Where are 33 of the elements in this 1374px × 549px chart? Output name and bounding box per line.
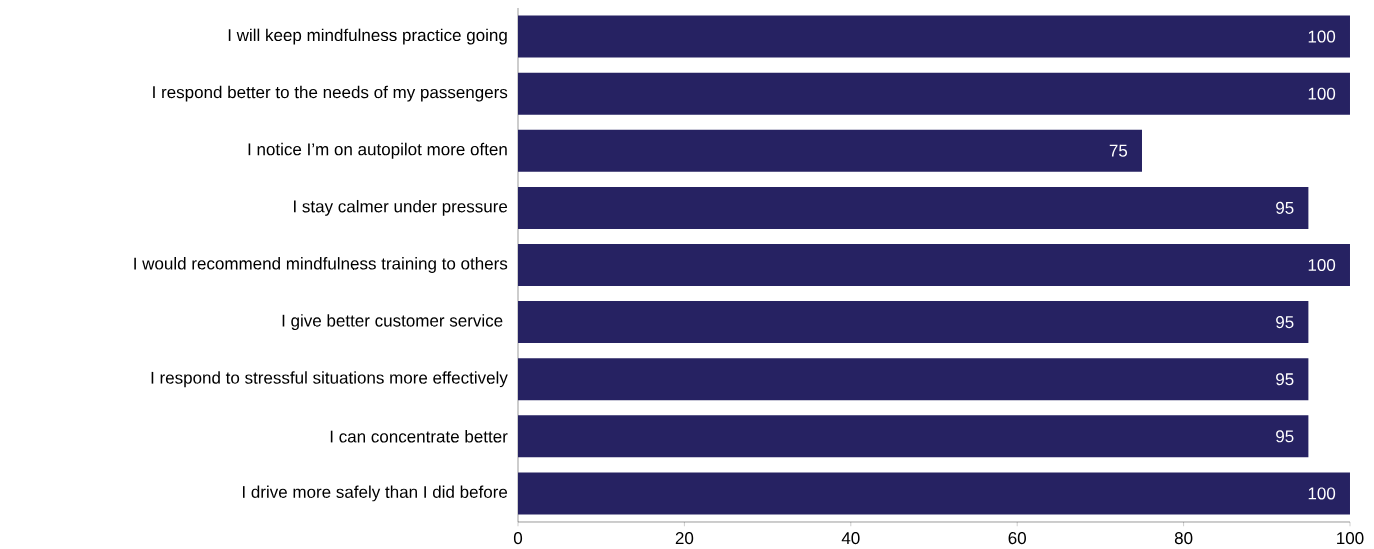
- data-label: 95: [1276, 373, 1294, 386]
- bar: [518, 301, 1309, 344]
- data-label: 100: [1308, 487, 1336, 500]
- x-tick-label: 20: [675, 532, 694, 545]
- data-label: 100: [1308, 258, 1336, 272]
- y-tick-label: I will keep mindfulness practice going: [228, 28, 507, 45]
- data-label: 100: [1308, 30, 1336, 43]
- bar: [518, 129, 1142, 172]
- data-label: 75: [1109, 144, 1128, 157]
- y-tick-label: I respond better to the needs of my passengers: [153, 85, 508, 102]
- x-tick-label: 80: [1174, 532, 1193, 545]
- y-tick-label: I drive more safely than I did before: [242, 485, 508, 502]
- x-tick-label: 0: [513, 532, 523, 545]
- data-label: 95: [1276, 430, 1294, 443]
- x-tick-label: 40: [841, 532, 860, 545]
- y-tick-label: I give better customer service: [282, 314, 503, 331]
- x-tick-label: 100: [1337, 532, 1364, 545]
- bar: [518, 72, 1350, 115]
- bar: [518, 186, 1309, 229]
- data-label: 95: [1276, 316, 1294, 329]
- bar: [518, 243, 1350, 286]
- y-tick-label: I respond to stressful situations more effectively: [151, 371, 508, 388]
- y-tick-label: I stay calmer under pressure: [294, 199, 508, 216]
- x-tick-label: 60: [1008, 532, 1026, 545]
- bar: [518, 415, 1309, 458]
- bar: [518, 15, 1350, 58]
- bar: [518, 358, 1309, 401]
- y-tick-label: I can concentrate better: [330, 430, 508, 443]
- data-label: 100: [1308, 87, 1336, 100]
- bar: [518, 472, 1350, 515]
- data-label: 95: [1276, 201, 1294, 214]
- y-tick-label: I notice I’m on autopilot more often: [248, 142, 507, 159]
- y-tick-label: I would recommend mindfulness training to others: [134, 257, 508, 273]
